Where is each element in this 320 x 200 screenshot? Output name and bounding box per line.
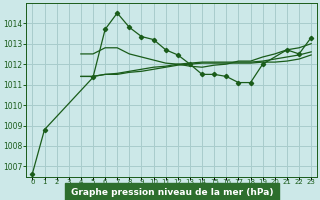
X-axis label: Graphe pression niveau de la mer (hPa): Graphe pression niveau de la mer (hPa) [70, 188, 273, 197]
